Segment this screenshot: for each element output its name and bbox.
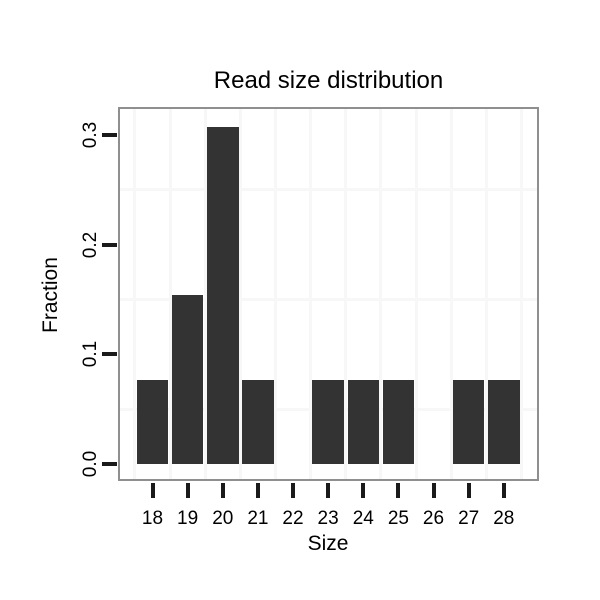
- x-tick-mark: [185, 483, 190, 498]
- bar-size-28: [488, 379, 520, 464]
- bar-size-18: [136, 379, 169, 464]
- x-tick-mark: [220, 483, 225, 498]
- x-tick-label: 27: [458, 508, 480, 529]
- minor-gridline-vertical: [519, 109, 523, 479]
- x-tick-label: 25: [387, 508, 409, 529]
- y-axis-title: Fraction: [39, 257, 62, 333]
- bar-size-19: [171, 295, 204, 464]
- minor-gridline-vertical: [344, 109, 348, 479]
- y-tick-mark: [102, 133, 117, 137]
- x-tick-mark: [326, 483, 331, 498]
- bar-size-20: [207, 126, 239, 464]
- minor-gridline-vertical: [309, 109, 313, 479]
- y-tick-mark: [102, 242, 117, 247]
- x-tick-label: 28: [493, 508, 515, 529]
- x-tick-mark: [466, 483, 471, 498]
- minor-gridline-vertical: [168, 109, 172, 479]
- x-tick-mark: [150, 483, 155, 498]
- y-tick-label: 0.2: [80, 231, 101, 258]
- minor-gridline-vertical: [449, 109, 453, 479]
- x-tick-label: 19: [177, 508, 199, 529]
- minor-gridline-vertical: [274, 109, 277, 479]
- minor-gridline-vertical: [414, 109, 418, 479]
- x-tick-mark: [255, 483, 260, 498]
- x-tick-label: 20: [212, 508, 234, 529]
- x-axis-title: Size: [307, 532, 349, 555]
- minor-gridline-vertical: [133, 109, 137, 479]
- minor-gridline-vertical: [238, 109, 242, 479]
- bar-size-23: [312, 379, 344, 464]
- minor-gridline-vertical: [379, 109, 383, 479]
- x-tick-label: 21: [247, 508, 269, 529]
- y-tick-label: 0.3: [80, 121, 101, 149]
- x-tick-mark: [431, 483, 436, 498]
- y-tick-label: 0.0: [80, 450, 101, 478]
- x-tick-label: 18: [141, 508, 164, 529]
- x-tick-label: 24: [352, 508, 374, 529]
- x-tick-mark: [361, 483, 366, 498]
- minor-gridline-horizontal: [120, 188, 537, 192]
- bar-size-25: [382, 379, 415, 464]
- x-tick-mark: [396, 483, 401, 498]
- minor-gridline-vertical: [484, 109, 488, 479]
- minor-gridline-horizontal: [120, 298, 537, 301]
- y-tick-mark: [102, 352, 117, 357]
- x-tick-mark: [501, 483, 506, 498]
- x-tick-label: 22: [282, 508, 304, 529]
- bar-size-27: [452, 379, 485, 464]
- x-tick-mark: [291, 483, 295, 498]
- bar-size-21: [242, 379, 274, 464]
- x-tick-label: 23: [317, 508, 339, 529]
- bar-size-24: [347, 379, 380, 464]
- y-tick-label: 0.1: [80, 341, 101, 368]
- minor-gridline-vertical: [203, 109, 207, 479]
- x-tick-label: 26: [422, 508, 445, 529]
- chart-title: Read size distribution: [213, 67, 444, 94]
- y-tick-mark: [102, 462, 117, 466]
